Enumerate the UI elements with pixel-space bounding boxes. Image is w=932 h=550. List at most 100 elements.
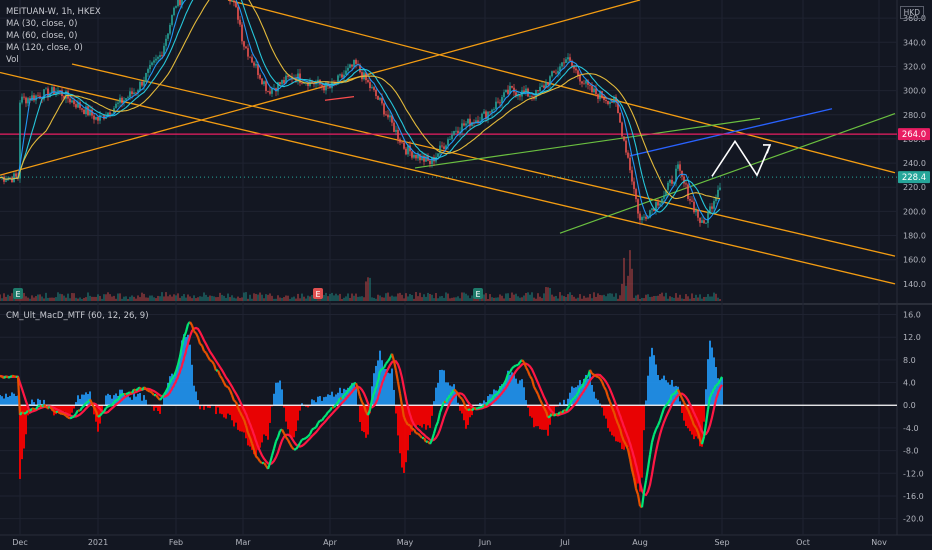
legend-ma30[interactable]: MA (30, close, 0) (6, 19, 78, 29)
volume-bar (269, 293, 271, 301)
histogram-bar (351, 383, 353, 406)
candle-body (9, 177, 11, 179)
candle-body (321, 84, 323, 87)
candle-body (159, 55, 161, 58)
volume-bar (141, 292, 143, 301)
volume-bar (51, 297, 53, 301)
candle-body (77, 102, 79, 108)
candle-body (97, 117, 99, 121)
macd-segment (308, 429, 314, 435)
histogram-bar (65, 405, 67, 414)
macd-segment (539, 398, 543, 405)
volume-bar (323, 294, 325, 301)
histogram-bar (577, 385, 579, 406)
histogram-bar (5, 393, 7, 406)
candle-body (149, 64, 151, 70)
candle-body (45, 88, 47, 90)
macd-segment (644, 467, 650, 481)
histogram-bar (551, 405, 553, 413)
volume-bar (551, 294, 553, 301)
macd-segment (199, 342, 203, 347)
macd-segment (358, 396, 364, 403)
candle-body (537, 90, 539, 92)
macd-segment (29, 407, 33, 412)
macd-segment (461, 398, 465, 404)
macd-segment (485, 401, 489, 407)
volume-bar (463, 292, 465, 301)
histogram-bar (121, 389, 123, 406)
candle-body (635, 189, 637, 200)
volume-bar (3, 293, 5, 301)
volume-bar (655, 295, 657, 301)
symbol-title[interactable]: MEITUAN-W, 1h, HKEX (6, 7, 101, 17)
macd-segment (297, 442, 301, 448)
volume-bar (93, 296, 95, 301)
histogram-bar (75, 402, 77, 406)
legend-ma120[interactable]: MA (120, close, 0) (6, 43, 83, 53)
macd-segment (634, 488, 640, 495)
volume-bar (143, 293, 145, 301)
histogram-bar (719, 379, 721, 406)
histogram-bar (323, 397, 325, 406)
candle-body (55, 91, 57, 95)
volume-bar (165, 292, 167, 301)
volume-bar (25, 296, 27, 301)
histogram-bar (639, 405, 641, 492)
volume-bar (531, 292, 533, 301)
candle-body (689, 198, 691, 201)
volume-bar (719, 298, 721, 301)
histogram-bar (447, 382, 449, 406)
histogram-bar (17, 395, 19, 406)
histogram-bar (525, 400, 527, 406)
histogram-bar (329, 395, 331, 406)
histogram-bar (273, 393, 275, 406)
histogram-bar (611, 405, 613, 436)
volume-bar (515, 293, 517, 301)
histogram-bar (651, 347, 653, 406)
histogram-bar (299, 405, 301, 411)
volume-bar (121, 298, 123, 301)
histogram-bar (87, 394, 89, 406)
histogram-bar (597, 399, 599, 406)
legend-ma60[interactable]: MA (60, close, 0) (6, 31, 78, 41)
candle-body (609, 101, 611, 105)
volume-bar (587, 297, 589, 301)
volume-bar (265, 294, 267, 301)
histogram-bar (643, 405, 645, 431)
candle-body (391, 115, 393, 123)
macd-segment (205, 352, 209, 358)
histogram-bar (291, 405, 293, 440)
histogram-bar (371, 386, 373, 406)
volume-bar (119, 293, 121, 301)
candle-body (629, 157, 631, 171)
histogram-bar (679, 401, 681, 406)
macd-segment (436, 412, 442, 422)
macd-y-tick-label: -16.0 (903, 492, 924, 501)
candle-body (681, 170, 683, 177)
macd-y-tick-label: -20.0 (903, 515, 924, 524)
volume-bar (87, 292, 89, 301)
candle-body (657, 202, 659, 206)
candle-body (717, 189, 719, 198)
histogram-bar (311, 399, 313, 406)
volume-bar (695, 294, 697, 301)
candle-body (695, 210, 697, 213)
histogram-bar (461, 405, 463, 414)
histogram-bar (71, 405, 73, 413)
histogram-bar (695, 405, 697, 437)
volume-bar (349, 297, 351, 301)
volume-bar (211, 295, 213, 301)
legend-vol[interactable]: Vol (6, 55, 19, 65)
candle-body (53, 87, 55, 95)
candle-body (161, 55, 163, 56)
macd-segment (135, 387, 139, 392)
histogram-bar (383, 368, 385, 406)
volume-bar (279, 297, 281, 301)
currency-badge[interactable]: HKD (899, 6, 924, 19)
histogram-bar (511, 372, 513, 406)
candle-body (25, 97, 27, 104)
macd-segment (409, 424, 413, 430)
volume-bar (27, 297, 29, 301)
macd-legend[interactable]: CM_Ult_MacD_MTF (60, 12, 26, 9) (6, 311, 149, 321)
